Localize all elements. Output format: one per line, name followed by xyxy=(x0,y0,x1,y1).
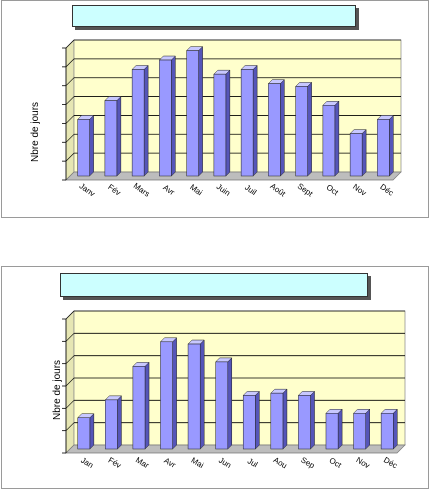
gridline-side-1 xyxy=(65,39,75,49)
bar-sept xyxy=(295,86,308,177)
bar-déc xyxy=(380,413,394,450)
bar-aou xyxy=(270,392,284,450)
bar-juil xyxy=(240,69,254,177)
bar-août xyxy=(268,83,281,177)
bar-janv xyxy=(77,119,90,177)
x-tick-label-2: Mai xyxy=(190,456,206,470)
chart-title-box-2 xyxy=(60,273,368,297)
bar-mai xyxy=(186,50,199,177)
bar-nov xyxy=(349,133,363,177)
bar-mar xyxy=(132,366,146,450)
bar-side-2 xyxy=(365,408,370,450)
bar-jun xyxy=(215,361,229,450)
bar-juin xyxy=(213,73,227,177)
gridline-side-1 xyxy=(65,96,75,105)
bar-side-2 xyxy=(89,413,95,450)
gridline-side-1 xyxy=(65,134,75,143)
x-tick-label-2: Fév xyxy=(107,456,123,470)
bar-sep xyxy=(298,395,311,450)
bar-mars xyxy=(131,69,145,177)
bar-side-2 xyxy=(199,339,205,450)
bar-jul xyxy=(242,395,256,450)
x-tick-label-2: Jul xyxy=(246,456,260,469)
bar-side-2 xyxy=(227,357,233,450)
bar-side-2 xyxy=(144,361,150,450)
x-tick-label-2: Sep xyxy=(299,455,316,470)
bar-jan xyxy=(77,417,91,450)
floor-2 xyxy=(65,444,406,454)
gridline-side-2 xyxy=(65,400,75,409)
bar-oct xyxy=(325,413,339,450)
bar-side-2 xyxy=(117,395,122,450)
bar-side-2 xyxy=(310,390,315,450)
floor-1 xyxy=(65,171,402,181)
x-tick-label-2: Déc xyxy=(382,455,399,470)
bar-mai xyxy=(187,343,201,450)
gridline-side-1 xyxy=(65,115,75,124)
gridline-side-2 xyxy=(65,310,75,320)
x-tick-label-2: Nov xyxy=(354,455,371,470)
x-tick-label-2: Aou xyxy=(272,455,289,470)
x-tick-label-2: Avr xyxy=(162,456,177,470)
gridline-side-2 xyxy=(65,333,75,342)
gridline-side-1 xyxy=(65,77,75,86)
bar-nov xyxy=(353,413,366,450)
x-tick-label-2: Jun xyxy=(217,456,233,470)
x-tick-label-2: Mar xyxy=(134,455,151,470)
chart-title-box-1 xyxy=(72,5,356,27)
gridline-side-1 xyxy=(65,58,75,68)
gridline-side-2 xyxy=(65,377,75,387)
bar-oct xyxy=(322,105,336,177)
x-tick-label-2: Jan xyxy=(79,456,95,470)
bar-déc xyxy=(377,119,390,177)
bar-avr xyxy=(159,59,172,177)
x-tick-label-2: Oct xyxy=(328,456,344,470)
bar-side-2 xyxy=(172,337,177,450)
bar-side-2 xyxy=(282,388,288,450)
bar-fév xyxy=(104,100,118,177)
bar-side-2 xyxy=(393,408,398,450)
bar-side-2 xyxy=(337,408,343,450)
gridline-side-1 xyxy=(65,152,75,162)
bar-fév xyxy=(105,399,118,450)
bar-avr xyxy=(160,341,173,450)
gridline-side-2 xyxy=(65,355,75,364)
gridline-side-2 xyxy=(65,422,75,431)
bar-side-2 xyxy=(255,390,260,450)
